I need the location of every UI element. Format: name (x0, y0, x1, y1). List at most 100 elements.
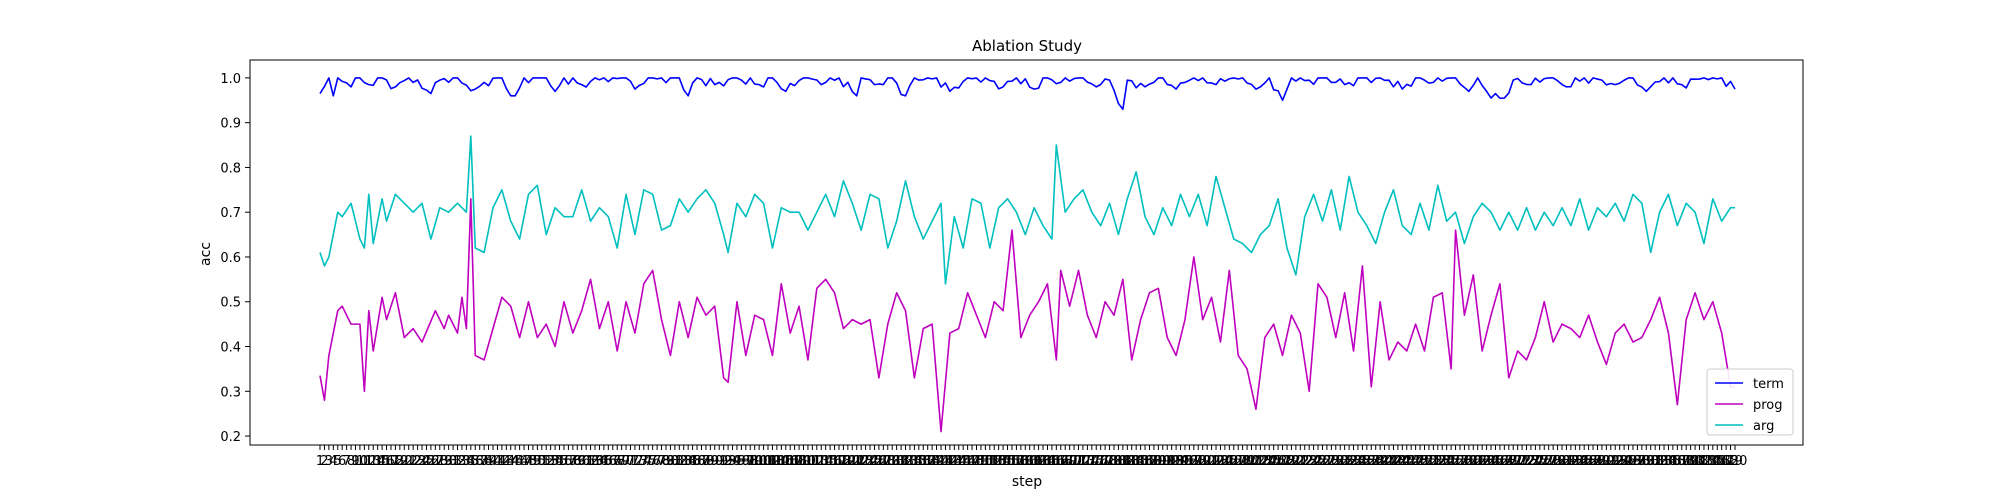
x-tick-label: 172 (1066, 454, 1091, 469)
x-tick-label: 139 (920, 454, 945, 469)
x-tick-label: 200 (1190, 454, 1215, 469)
x-tick-label: 56 (556, 454, 573, 469)
x-tick-label: 64 (591, 454, 608, 469)
x-tick-label: 263 (1470, 454, 1495, 469)
x-tick-label: 188 (1137, 454, 1162, 469)
x-tick-label: 291 (1594, 454, 1619, 469)
x-tick-label: 246 (1394, 454, 1419, 469)
x-tick-label: 38 (476, 454, 493, 469)
x-tick-label: 52 (538, 454, 555, 469)
x-tick-label: 283 (1558, 454, 1583, 469)
x-tick-label: 181 (1106, 454, 1131, 469)
x-tick-label: 204 (1208, 454, 1233, 469)
x-tick-label: 143 (937, 454, 962, 469)
x-tick-label: 199 (1186, 454, 1211, 469)
x-tick-label: 109 (787, 454, 812, 469)
x-tick-label: 126 (862, 454, 887, 469)
x-tick-label: 60 (573, 454, 590, 469)
x-tick-label: 304 (1652, 454, 1677, 469)
x-tick-label: 214 (1252, 454, 1277, 469)
x-tick-label: 12 (361, 454, 378, 469)
x-tick-label: 320 (1723, 454, 1748, 469)
x-tick-label: 256 (1439, 454, 1464, 469)
x-tick-label: 227 (1310, 454, 1335, 469)
series-line-prog (319, 197, 1735, 433)
y-tick-label: 0.5 (220, 296, 241, 311)
x-tick-label: 28 (431, 454, 448, 469)
x-tick-label: 79 (658, 454, 675, 469)
x-tick-label: 34 (458, 454, 475, 469)
x-tick-label: 121 (840, 454, 865, 469)
x-tick-label: 298 (1625, 454, 1650, 469)
x-tick-label: 58 (565, 454, 582, 469)
x-tick-label: 244 (1385, 454, 1410, 469)
x-tick-label: 45 (507, 454, 524, 469)
x-tick-label: 295 (1612, 454, 1637, 469)
x-tick-label: 272 (1510, 454, 1535, 469)
x-tick-label: 8 (347, 454, 355, 469)
x-tick-label: 11 (356, 454, 373, 469)
x-tick-label: 170 (1057, 454, 1082, 469)
x-tick-label: 72 (627, 454, 644, 469)
x-tick-label: 195 (1168, 454, 1193, 469)
x-tick-label: 319 (1718, 454, 1743, 469)
x-tick-label: 90 (707, 454, 724, 469)
x-tick-label: 234 (1341, 454, 1366, 469)
x-tick-label: 240 (1368, 454, 1393, 469)
x-axis-label: step (1012, 474, 1042, 490)
x-tick-label: 318 (1714, 454, 1739, 469)
x-tick-label: 166 (1039, 454, 1064, 469)
x-tick-label: 239 (1363, 454, 1388, 469)
x-tick-label: 241 (1372, 454, 1397, 469)
x-tick-label: 13 (365, 454, 382, 469)
x-tick-label: 160 (1013, 454, 1038, 469)
x-tick-label: 243 (1381, 454, 1406, 469)
x-tick-label: 133 (893, 454, 918, 469)
x-tick-label: 284 (1563, 454, 1588, 469)
legend-label-prog: prog (1753, 398, 1783, 413)
x-tick-label: 157 (1000, 454, 1025, 469)
x-tick-label: 168 (1048, 454, 1073, 469)
x-tick-label: 145 (946, 454, 971, 469)
x-tick-label: 276 (1527, 454, 1552, 469)
x-tick-label: 245 (1390, 454, 1415, 469)
x-tick-label: 29 (436, 454, 453, 469)
x-tick-label: 42 (494, 454, 511, 469)
x-tick-label: 314 (1696, 454, 1721, 469)
x-tick-label: 254 (1430, 454, 1455, 469)
x-tick-label: 249 (1408, 454, 1433, 469)
x-tick-label: 39 (480, 454, 497, 469)
y-axis: 0.2 0.3 0.4 0.5 0.6 0.7 0.8 0.9 1.0 (220, 72, 250, 445)
x-tick-label: 171 (1062, 454, 1087, 469)
x-tick-label: 14 (369, 454, 386, 469)
x-tick-label: 183 (1115, 454, 1140, 469)
x-tick-label: 135 (902, 454, 927, 469)
x-tick-label: 51 (534, 454, 551, 469)
x-tick-label: 274 (1519, 454, 1544, 469)
x-tick-label: 123 (849, 454, 874, 469)
x-tick-label: 91 (711, 454, 728, 469)
x-tick-label: 313 (1692, 454, 1717, 469)
x-tick-label: 242 (1377, 454, 1402, 469)
x-tick-label: 190 (1146, 454, 1171, 469)
legend: term prog arg (1706, 368, 1794, 436)
x-tick-label: 289 (1585, 454, 1610, 469)
x-tick-label: 292 (1598, 454, 1623, 469)
x-tick-label: 116 (818, 454, 843, 469)
x-tick-label: 174 (1075, 454, 1100, 469)
x-tick-label: 128 (871, 454, 896, 469)
x-tick-label: 238 (1359, 454, 1384, 469)
x-tick-label: 282 (1554, 454, 1579, 469)
x-tick-label: 198 (1181, 454, 1206, 469)
x-tick-label: 315 (1700, 454, 1725, 469)
x-tick-label: 16 (378, 454, 395, 469)
x-tick-label: 33 (454, 454, 471, 469)
x-tick-label: 147 (955, 454, 980, 469)
x-tick-label: 20 (396, 454, 413, 469)
x-tick-label: 80 (662, 454, 679, 469)
x-tick-label: 125 (858, 454, 883, 469)
x-tick-label: 290 (1590, 454, 1615, 469)
x-tick-label: 221 (1283, 454, 1308, 469)
y-tick-label: 0.2 (220, 430, 241, 445)
x-tick-label: 94 (724, 454, 741, 469)
